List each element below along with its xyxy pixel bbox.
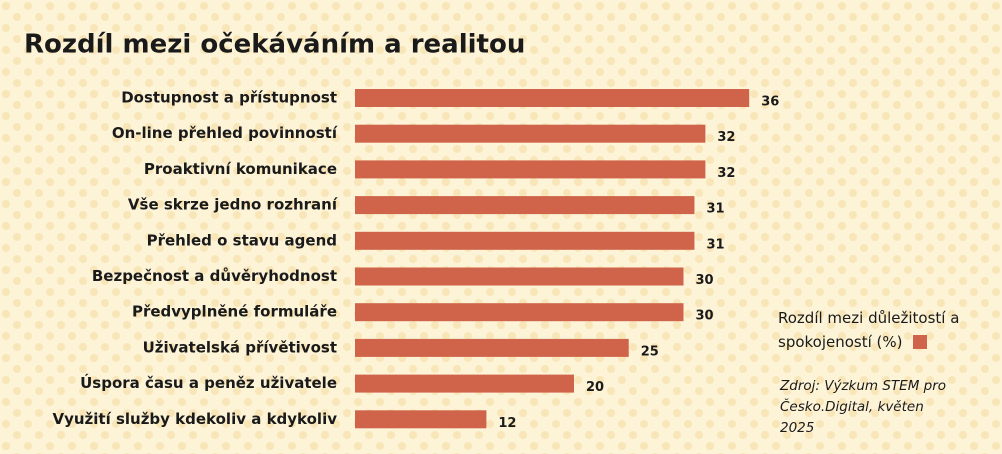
value-label: 25 [641, 344, 659, 359]
value-label: 36 [761, 95, 779, 110]
bar [355, 231, 695, 250]
value-label: 30 [696, 273, 714, 288]
bar [355, 267, 684, 286]
bar [355, 89, 750, 107]
category-label: Vše skrze jedno rozhraní [128, 196, 338, 214]
value-label: 31 [706, 202, 724, 217]
legend: Rozdíl mezi důležitostí a spokojeností (… [778, 306, 978, 354]
value-label: 32 [717, 130, 735, 145]
bar [355, 374, 574, 393]
category-label: Přehled o stavu agend [147, 231, 337, 249]
legend-label: Rozdíl mezi důležitostí a spokojeností (… [778, 309, 960, 351]
category-label: On-line přehled povinností [112, 124, 338, 142]
bar [355, 160, 706, 179]
bar [355, 303, 684, 322]
category-label: Využití služby kdekoliv a kdykoliv [52, 410, 337, 428]
source-note: Zdroj: Výzkum STEM pro Česko.Digital, kv… [780, 378, 947, 436]
bar [355, 124, 706, 143]
chart-title: Rozdíl mezi očekáváním a realitou [24, 30, 525, 60]
value-label: 31 [706, 237, 724, 252]
bar [355, 410, 487, 429]
value-label: 32 [717, 166, 735, 181]
bar [355, 338, 629, 357]
category-label: Dostupnost a přístupnost [121, 89, 337, 107]
category-label: Proaktivní komunikace [144, 160, 337, 178]
legend-swatch [912, 335, 927, 349]
value-label: 30 [696, 309, 714, 324]
value-label: 20 [586, 380, 604, 395]
bar [355, 196, 695, 215]
category-label: Předvyplněné formuláře [132, 303, 337, 321]
category-label: Uživatelská přívětivost [143, 338, 337, 356]
category-label: Bezpečnost a důvěryhodnost [92, 267, 337, 285]
value-label: 12 [498, 416, 516, 431]
category-label: Úspora času a peněz uživatele [80, 373, 337, 392]
